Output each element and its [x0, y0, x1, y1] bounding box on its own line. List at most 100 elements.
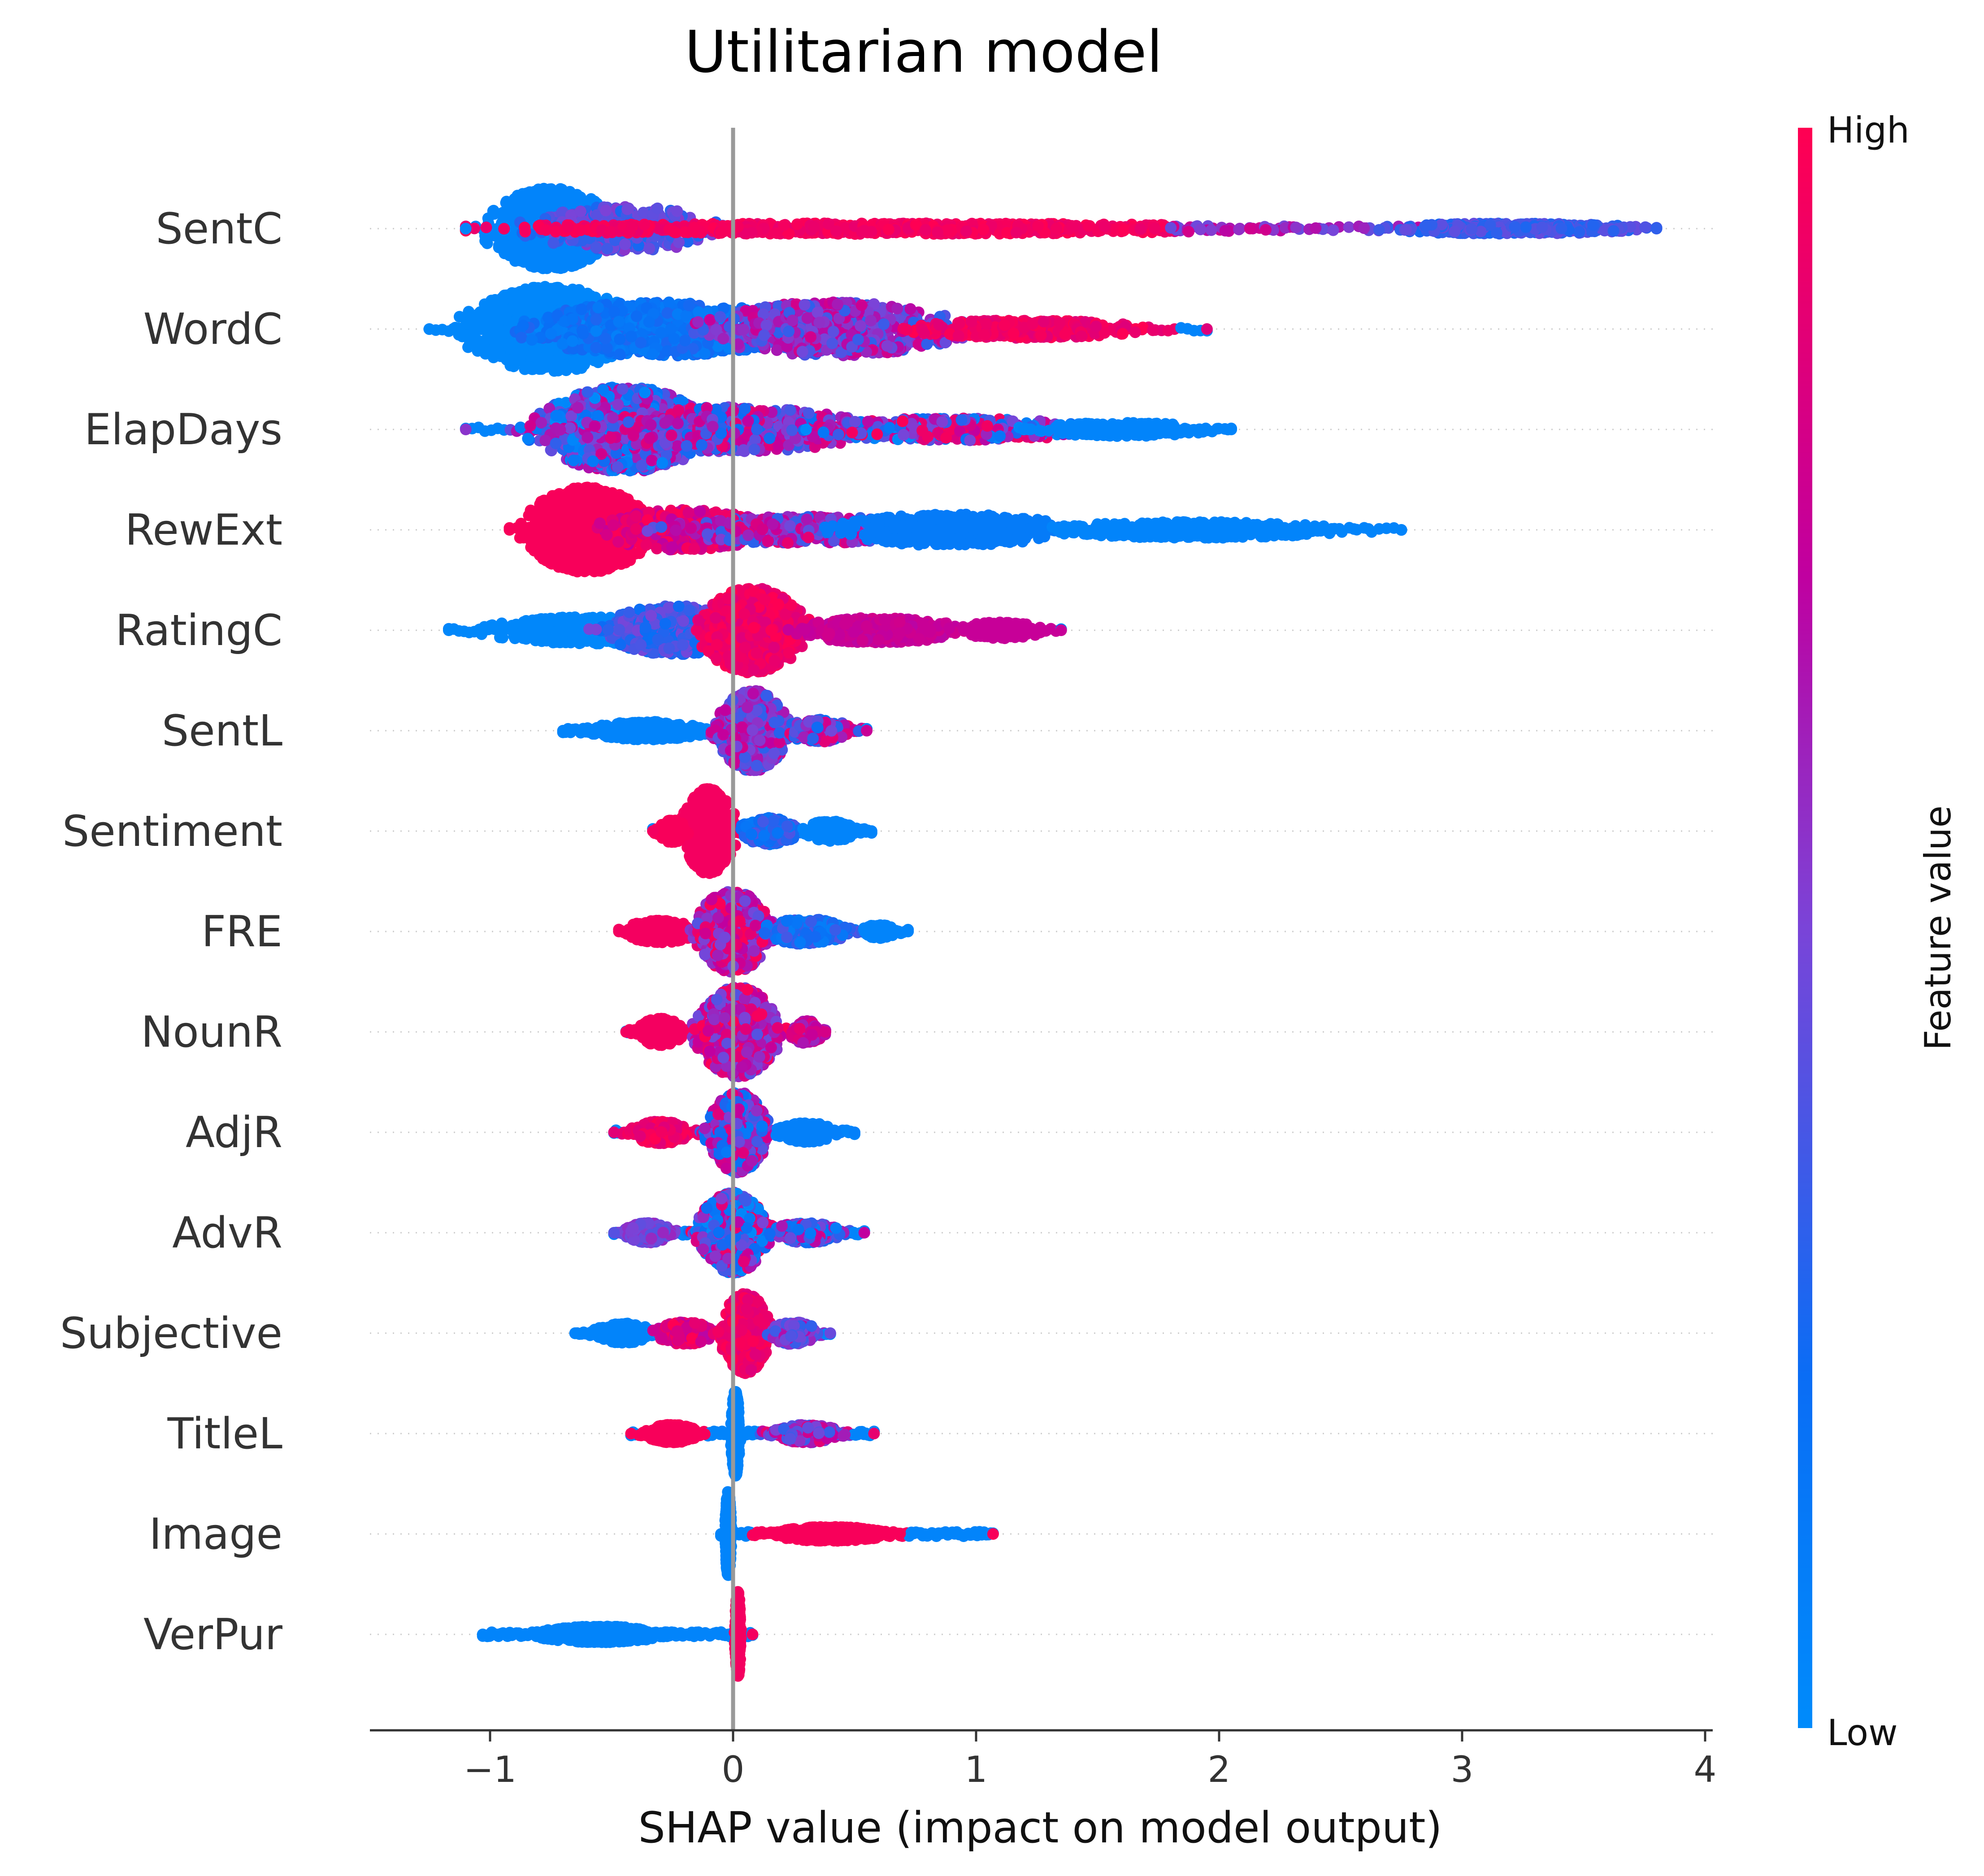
swarm-point [590, 325, 602, 337]
swarm-point [905, 303, 916, 315]
swarm-point [1244, 223, 1256, 234]
swarm-point [802, 312, 813, 324]
feature-label-titlel: TitleL [167, 1409, 282, 1459]
swarm-point [1165, 222, 1177, 234]
swarm-point [1220, 225, 1231, 237]
swarm-point [1651, 223, 1663, 234]
swarm-point [559, 188, 571, 200]
feature-label-nounr: NounR [141, 1008, 282, 1057]
swarm-point [590, 342, 602, 354]
swarm-point [604, 226, 616, 238]
swarm-point [495, 237, 507, 249]
swarm-point [828, 326, 839, 338]
swarm-point [663, 296, 675, 308]
swarm-point [520, 304, 531, 316]
feature-label-advr: AdvR [172, 1209, 282, 1258]
swarm-point [891, 303, 903, 314]
swarm-point [590, 314, 602, 325]
swarm-point [1328, 225, 1339, 236]
swarm-point [1556, 223, 1567, 234]
swarm-point [614, 334, 625, 345]
swarm-point [778, 220, 790, 231]
swarm-point [1206, 224, 1217, 236]
swarm-point [540, 224, 552, 236]
swarm-point [715, 227, 727, 238]
swarm-point [859, 225, 870, 236]
swarm-point [551, 260, 563, 272]
swarm-point [575, 225, 587, 236]
swarm-point [519, 226, 531, 238]
swarm-point [557, 338, 569, 350]
swarm-point [614, 348, 625, 360]
swarm-point [647, 348, 658, 360]
feature-label-ratingc: RatingC [115, 606, 282, 655]
swarm-point [460, 329, 471, 341]
swarm-point [613, 316, 625, 328]
swarm-point [683, 299, 695, 311]
swarm-point [679, 335, 691, 347]
swarm-point [1509, 221, 1521, 233]
feature-label-sentiment: Sentiment [62, 807, 282, 856]
feature-label-fre: FRE [201, 907, 282, 957]
swarm-point [472, 345, 483, 357]
swarm-sentc [460, 183, 1663, 274]
swarm-point [830, 225, 842, 237]
swarm-point [531, 300, 543, 312]
swarm-point [599, 333, 611, 344]
swarm-point [521, 204, 532, 216]
swarm-point [977, 224, 989, 235]
swarm-point [643, 243, 655, 255]
feature-label-rewext: RewExt [125, 506, 282, 555]
swarm-point [738, 324, 749, 335]
swarm-point [1420, 221, 1431, 232]
swarm-point [826, 338, 838, 349]
swarm-point [1233, 224, 1245, 235]
swarm-point [669, 333, 680, 345]
swarm-point [554, 361, 566, 373]
swarm-point [786, 315, 798, 326]
swarm-point [1149, 223, 1160, 234]
swarm-point [920, 224, 931, 236]
swarm-point [797, 346, 808, 357]
swarm-point [582, 288, 594, 299]
feature-label-subjective: Subjective [60, 1309, 282, 1358]
swarm-point [1587, 219, 1599, 231]
swarm-point [567, 313, 578, 325]
swarm-point [509, 207, 521, 218]
swarm-point [1260, 224, 1272, 236]
swarm-point [813, 317, 825, 329]
swarm-point [1373, 224, 1385, 236]
feature-label-verpur: VerPur [143, 1610, 283, 1659]
swarm-point [638, 219, 650, 230]
swarm-point [463, 306, 474, 317]
swarm-point [621, 204, 633, 215]
swarm-point [508, 295, 519, 307]
swarm-point [760, 320, 772, 331]
swarm-point [576, 303, 587, 315]
swarm-point [783, 325, 794, 337]
swarm-point [542, 347, 554, 359]
feature-label-wordc: WordC [143, 305, 282, 354]
swarm-point [692, 316, 704, 328]
swarm-point [799, 299, 810, 311]
swarm-point [1537, 221, 1548, 233]
beeswarm-points [424, 183, 1663, 1682]
swarm-point [588, 355, 600, 366]
swarm-point [671, 205, 683, 217]
swarm-point [710, 324, 722, 336]
swarm-point [501, 354, 512, 366]
swarm-point [832, 299, 843, 310]
swarm-point [625, 331, 637, 342]
swarm-point [499, 306, 511, 318]
swarm-point [461, 317, 473, 329]
swarm-point [530, 286, 542, 297]
swarm-point [567, 335, 578, 347]
swarm-point [517, 320, 529, 331]
swarm-point [498, 223, 510, 234]
swarm-point [492, 320, 504, 331]
swarm-point [808, 221, 820, 233]
swarm-point [514, 254, 526, 265]
swarm-point [1183, 226, 1194, 238]
swarm-point [1310, 222, 1321, 234]
